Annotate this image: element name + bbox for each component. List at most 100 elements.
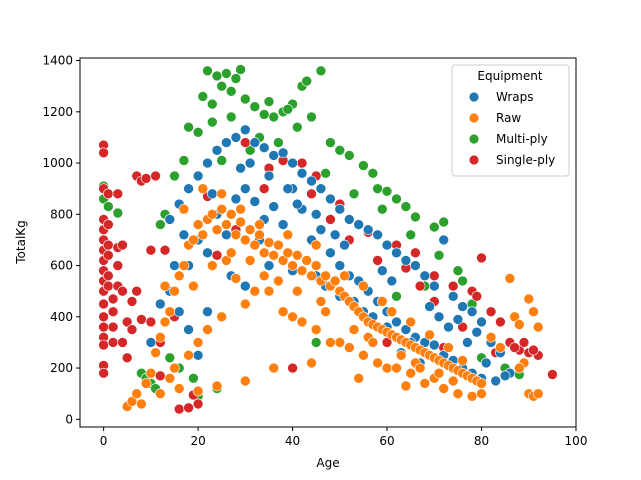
data-point-raw [136,398,147,410]
data-point-raw [254,219,265,230]
data-point-raw [334,337,346,348]
data-point-multi-ply [438,216,450,228]
data-point-raw [419,378,431,389]
data-point-raw [235,203,246,215]
data-point-raw [240,375,251,387]
data-point-raw [178,203,190,215]
data-point-raw [240,298,251,310]
data-point-multi-ply [235,64,246,75]
data-point-wraps [462,337,473,348]
data-point-raw [438,383,450,394]
data-point-single-ply [518,337,530,348]
data-point-single-ply [155,370,166,382]
data-point-raw [235,216,246,228]
data-point-single-ply [528,344,539,356]
x-tick-label: 40 [285,434,300,448]
data-point-raw [296,265,308,277]
data-point-wraps [343,214,355,225]
data-point-raw [150,347,161,359]
data-point-single-ply [372,255,383,266]
data-point-single-ply [112,188,124,200]
data-point-raw [433,367,445,379]
legend-marker-multi-ply [468,133,480,145]
data-point-multi-ply [211,70,223,82]
data-point-raw [230,273,242,284]
data-point-raw [395,349,407,361]
data-point-raw [192,385,204,397]
data-point-single-ply [103,280,114,292]
data-point-wraps [287,157,298,169]
data-point-single-ply [457,321,468,333]
data-point-wraps [249,137,261,148]
data-point-multi-ply [315,65,327,77]
data-point-single-ply [117,239,128,251]
data-point-single-ply [287,362,298,374]
data-point-raw [504,273,516,284]
data-point-raw [315,296,327,307]
data-point-wraps [362,224,374,235]
data-point-raw [391,362,402,374]
data-point-multi-ply [221,68,232,79]
data-point-raw [306,270,317,282]
data-point-wraps [376,265,388,277]
data-point-raw [164,372,176,384]
data-point-wraps [211,145,223,156]
data-point-multi-ply [405,229,417,241]
legend-marker-wraps [468,91,480,103]
data-point-wraps [334,203,346,215]
data-point-wraps [268,201,280,212]
data-point-multi-ply [343,150,355,161]
data-point-multi-ply [381,186,393,197]
legend-label-single-ply: Single-ply [496,153,555,167]
data-point-raw [310,324,322,335]
y-tick-label: 1400 [42,54,73,68]
y-tick-label: 0 [65,412,73,426]
data-point-raw [310,239,322,251]
data-point-multi-ply [225,111,237,123]
data-point-raw [249,239,261,251]
data-point-wraps [372,229,383,241]
data-point-wraps [490,375,502,387]
data-point-raw [381,362,393,374]
data-point-single-ply [258,183,270,194]
data-point-raw [532,321,544,333]
data-point-wraps [192,170,204,182]
data-point-raw [230,229,242,241]
data-point-raw [192,219,204,230]
data-point-raw [329,275,341,287]
data-point-single-ply [98,311,109,323]
data-point-single-ply [240,137,251,148]
data-point-raw [320,270,331,282]
data-point-wraps [202,157,213,169]
data-point-wraps [155,298,166,310]
data-point-single-ply [547,369,558,380]
data-point-multi-ply [348,188,360,200]
data-point-wraps [452,314,464,325]
data-point-wraps [499,370,511,382]
data-point-raw [287,260,298,271]
data-point-wraps [315,224,327,235]
data-point-single-ply [495,316,506,328]
data-point-raw [216,203,227,215]
data-point-single-ply [509,342,520,353]
data-point-raw [192,337,204,348]
data-point-single-ply [140,173,152,184]
data-point-multi-ply [258,109,270,120]
data-point-raw [145,367,157,379]
data-point-multi-ply [452,265,464,277]
data-point-multi-ply [310,337,322,348]
data-point-wraps [339,239,350,251]
data-point-single-ply [296,157,308,169]
points-layer [98,64,558,415]
data-point-multi-ply [320,168,331,179]
y-tick-label: 1000 [42,156,73,170]
data-point-raw [159,316,171,328]
data-point-single-ply [98,367,109,379]
data-point-raw [173,383,185,394]
data-point-wraps [183,183,194,194]
data-point-wraps [240,183,251,194]
data-point-single-ply [117,337,128,348]
data-point-raw [164,306,176,318]
